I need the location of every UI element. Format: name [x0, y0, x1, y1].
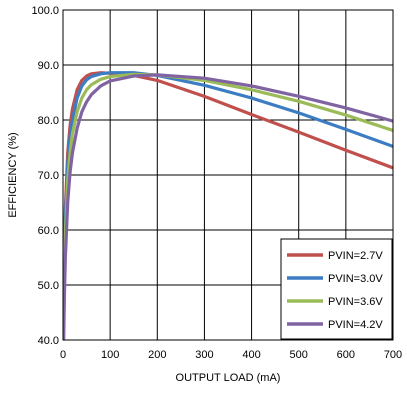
y-tick-label: 50.0: [38, 280, 59, 292]
x-tick-label: 700: [384, 349, 402, 361]
grid: [62, 9, 394, 341]
legend: PVIN=2.7V PVIN=3.0V PVIN=3.6V PVIN=4.2V: [280, 238, 393, 340]
x-tick-label: 500: [290, 349, 308, 361]
x-tick-label: 300: [195, 349, 213, 361]
legend-label: PVIN=4.2V: [328, 319, 383, 331]
y-tick-label: 90.0: [38, 60, 59, 72]
y-tick-label: 100.0: [31, 5, 59, 17]
x-tick-label: 100: [101, 349, 119, 361]
series-lines: [63, 71, 393, 340]
y-tick-label: 60.0: [38, 225, 59, 237]
y-tick-label: 40.0: [38, 335, 59, 347]
legend-label: PVIN=3.0V: [328, 273, 383, 285]
y-axis-ticks: 40.0 50.0 60.0 70.0 80.0 90.0 100.0: [31, 5, 59, 347]
y-tick-label: 80.0: [38, 115, 59, 127]
series-line: [63, 73, 393, 340]
x-tick-label: 400: [242, 349, 260, 361]
y-tick-label: 70.0: [38, 170, 59, 182]
y-axis-label: EFFICIENCY (%): [7, 132, 19, 217]
x-tick-label: 600: [337, 349, 355, 361]
plot-frame: [62, 9, 394, 341]
series-line: [63, 72, 393, 340]
x-tick-label: 0: [60, 349, 66, 361]
x-tick-label: 200: [148, 349, 166, 361]
legend-label: PVIN=2.7V: [328, 250, 383, 262]
x-axis-label: OUTPUT LOAD (mA): [176, 372, 281, 384]
legend-label: PVIN=3.6V: [328, 296, 383, 308]
x-axis-ticks: 0 100 200 300 400 500 600 700: [60, 349, 402, 361]
